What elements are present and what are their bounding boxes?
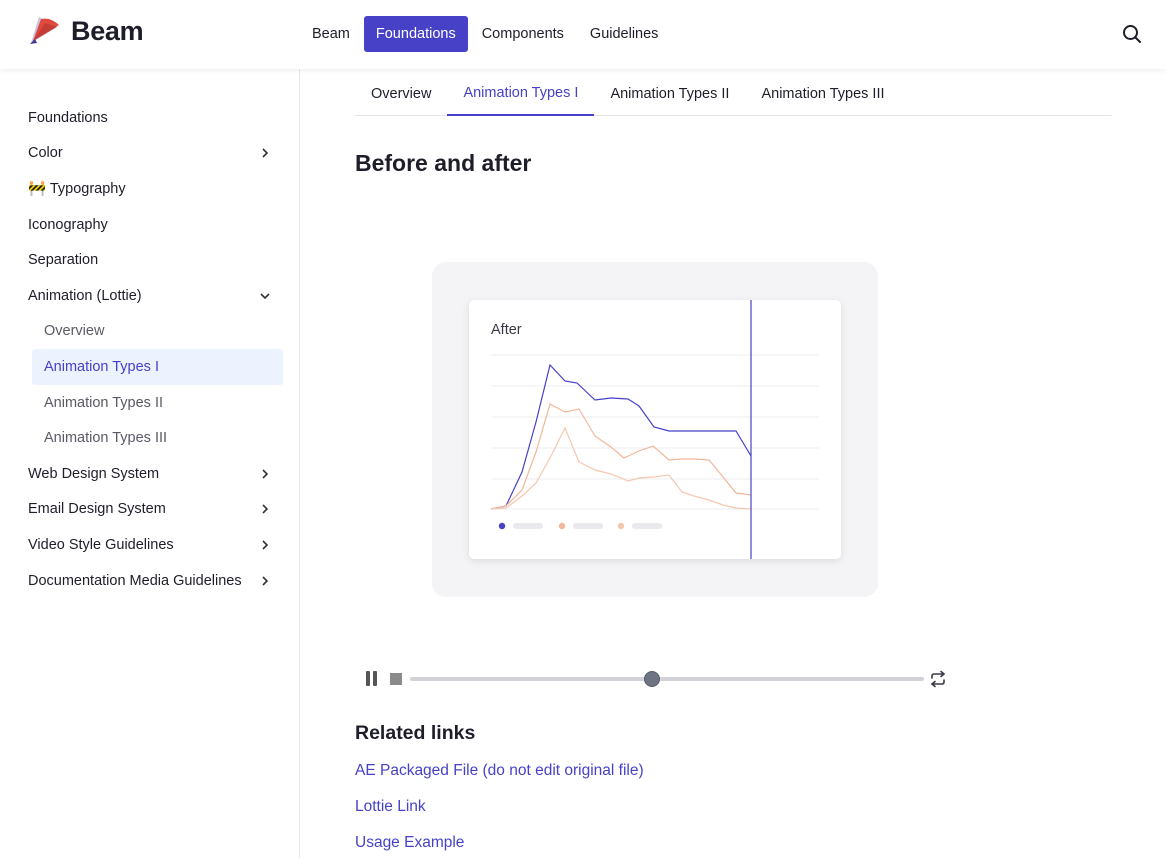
brand-logo[interactable]: Beam — [27, 13, 144, 49]
sidebar-subitem-animation-types-1[interactable]: Animation Types I — [32, 349, 283, 385]
tab-animation-types-1[interactable]: Animation Types I — [447, 72, 595, 116]
sidebar-item-label: Animation (Lottie) — [28, 287, 142, 304]
brand-name: Beam — [71, 15, 144, 46]
sidebar-item-typography[interactable]: 🚧 Typography — [28, 171, 284, 207]
chevron-right-icon — [258, 574, 272, 588]
link-lottie[interactable]: Lottie Link — [355, 798, 426, 815]
tab-animation-types-2[interactable]: Animation Types II — [610, 86, 730, 102]
sidebar-nav: Foundations Color 🚧 Typography Iconograp… — [28, 100, 284, 598]
chevron-right-icon — [258, 467, 272, 481]
tab-overview[interactable]: Overview — [371, 86, 432, 102]
topnav-beam[interactable]: Beam — [312, 26, 350, 42]
sidebar-item-label: Email Design System — [28, 501, 166, 518]
sidebar-item-color[interactable]: Color — [28, 136, 284, 172]
loop-icon[interactable] — [928, 669, 948, 689]
sidebar-subitem-overview[interactable]: Overview — [28, 314, 284, 350]
animation-chart-illustration — [490, 300, 819, 559]
sidebar-item-video-style-guidelines[interactable]: Video Style Guidelines — [28, 527, 284, 563]
sidebar-item-label: Foundations — [28, 109, 108, 126]
sidebar-item-animation[interactable]: Animation (Lottie) — [28, 278, 284, 314]
sidebar-item-label: Iconography — [28, 216, 108, 233]
topnav-guidelines[interactable]: Guidelines — [589, 26, 659, 42]
sidebar: Foundations Color 🚧 Typography Iconograp… — [0, 69, 300, 858]
sidebar-subitem-animation-types-2[interactable]: Animation Types II — [28, 385, 284, 421]
sidebar-subitem-animation-types-3[interactable]: Animation Types III — [28, 420, 284, 456]
sidebar-item-label: Animation Types III — [44, 430, 168, 447]
related-links-list: AE Packaged File (do not edit original f… — [355, 762, 644, 858]
chevron-down-icon — [258, 289, 272, 303]
sidebar-item-label: Separation — [28, 252, 99, 269]
link-ae-packaged-file[interactable]: AE Packaged File (do not edit original f… — [355, 762, 644, 779]
animation-player-controls — [362, 666, 952, 694]
chevron-right-icon — [258, 502, 272, 516]
search-icon[interactable] — [1120, 22, 1144, 46]
sidebar-item-label: Animation Types I — [44, 358, 159, 375]
progress-slider-thumb[interactable] — [643, 671, 660, 687]
sidebar-item-web-design-system[interactable]: Web Design System — [28, 456, 284, 492]
chevron-right-icon — [258, 538, 272, 552]
sidebar-item-label: Video Style Guidelines — [28, 536, 174, 553]
related-links-title: Related links — [355, 722, 476, 744]
sidebar-item-separation[interactable]: Separation — [28, 242, 284, 278]
sidebar-item-label: Web Design System — [28, 465, 160, 482]
pause-icon[interactable] — [364, 671, 378, 687]
top-header: Beam Beam Foundations Components Guideli… — [0, 0, 1166, 69]
sidebar-item-documentation-media-guidelines[interactable]: Documentation Media Guidelines — [28, 563, 284, 599]
link-usage-example[interactable]: Usage Example — [355, 834, 465, 851]
sidebar-item-label: Overview — [44, 323, 105, 340]
sidebar-item-label: Documentation Media Guidelines — [28, 572, 242, 589]
sidebar-item-label: Animation Types II — [44, 394, 164, 411]
topnav-foundations[interactable]: Foundations — [363, 16, 468, 52]
sidebar-item-label: 🚧 Typography — [28, 181, 126, 198]
sidebar-item-label: Color — [28, 145, 63, 162]
section-title: Before and after — [355, 150, 532, 176]
sidebar-item-email-design-system[interactable]: Email Design System — [28, 492, 284, 528]
topnav-components[interactable]: Components — [481, 26, 564, 42]
top-navigation: Beam Foundations Components Guidelines — [300, 16, 670, 52]
stop-icon[interactable] — [390, 673, 402, 685]
progress-slider[interactable] — [410, 677, 924, 681]
page-tabs: Overview Animation Types I Animation Typ… — [355, 72, 1111, 116]
sidebar-item-iconography[interactable]: Iconography — [28, 207, 284, 243]
sidebar-item-foundations[interactable]: Foundations — [28, 100, 284, 136]
chevron-right-icon — [258, 146, 272, 160]
animation-card-label: After — [491, 322, 522, 338]
tab-animation-types-3[interactable]: Animation Types III — [761, 86, 885, 102]
animation-card: After — [469, 300, 841, 559]
beam-logo-icon — [30, 17, 59, 44]
